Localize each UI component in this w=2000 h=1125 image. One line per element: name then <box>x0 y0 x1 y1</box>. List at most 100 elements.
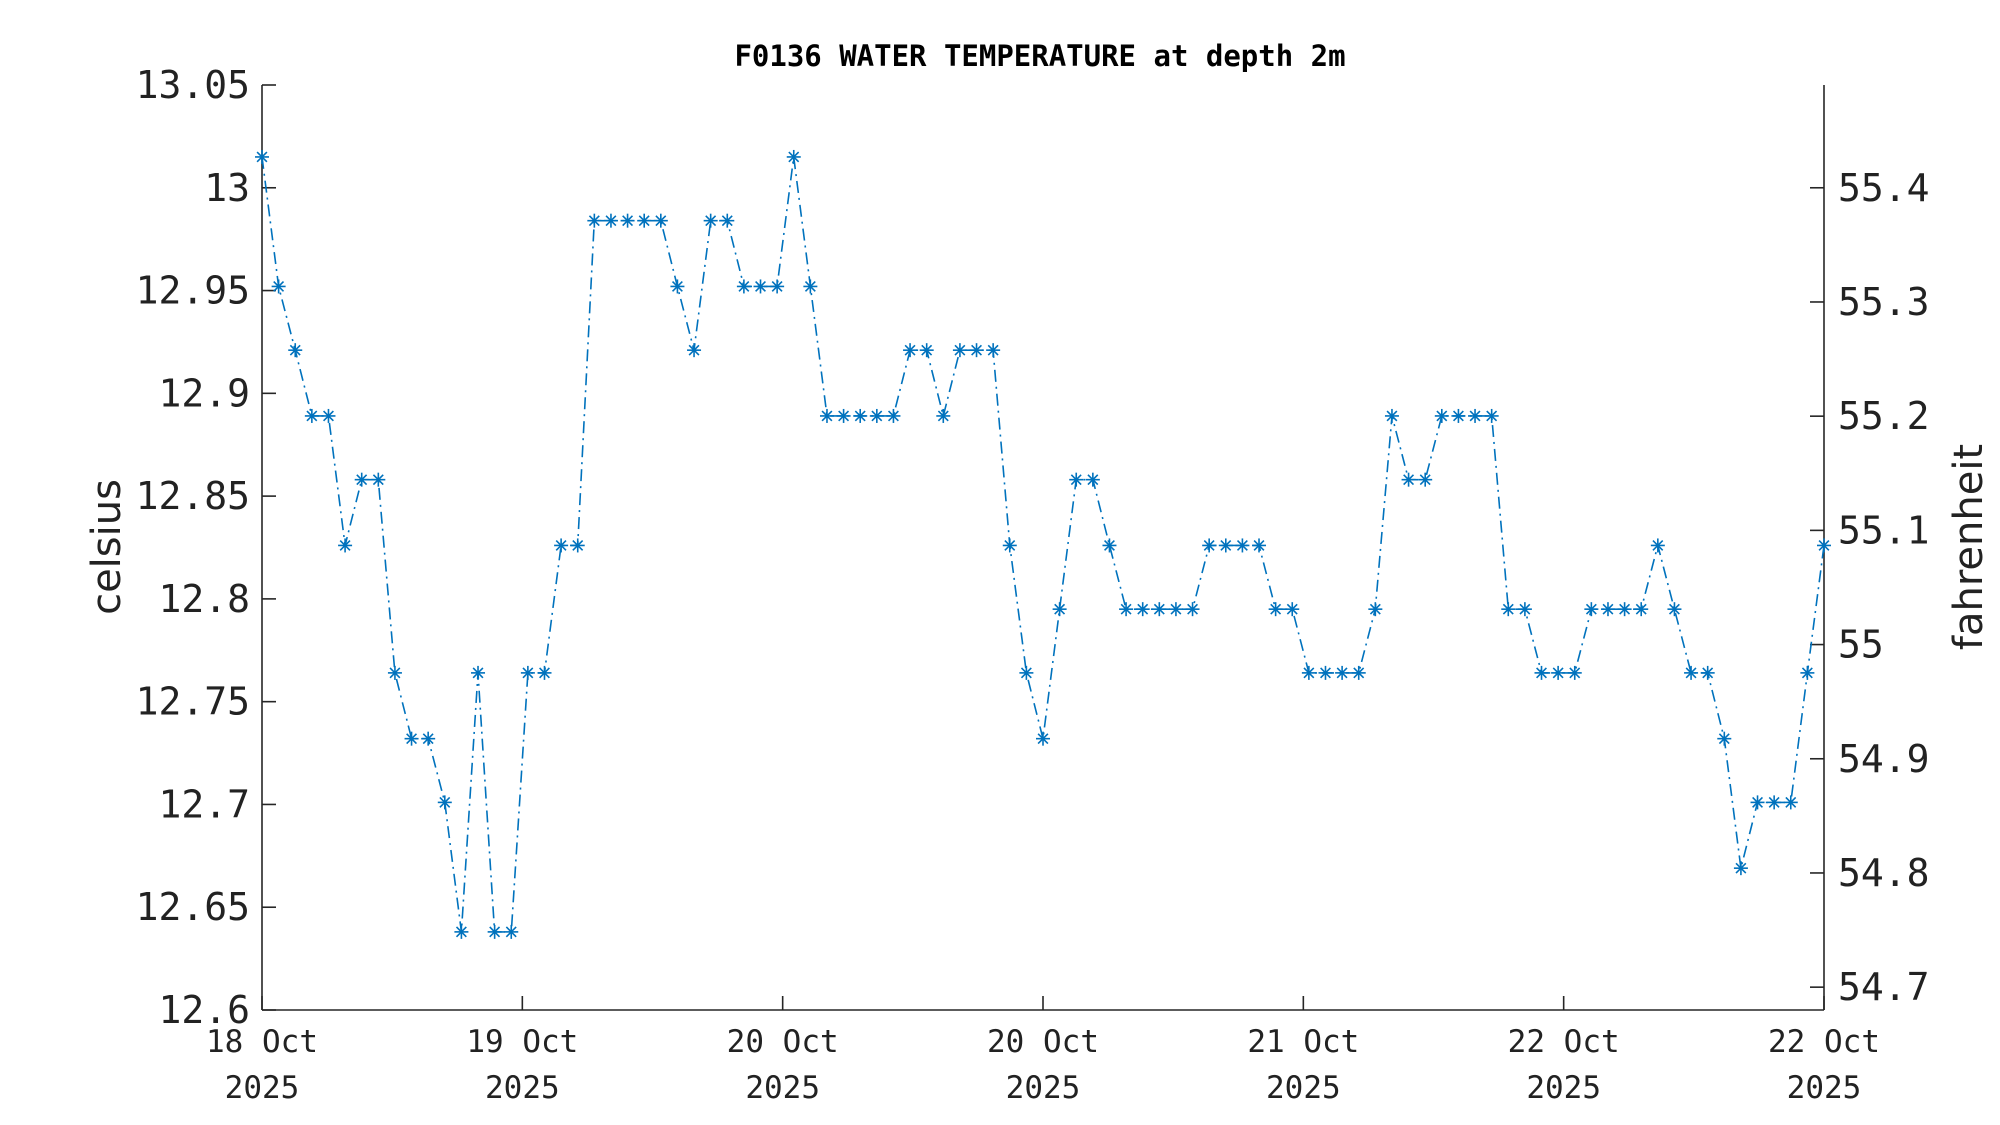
data-point <box>637 213 652 228</box>
y-tick-label: 12.8 <box>158 577 250 621</box>
data-point <box>869 408 884 423</box>
x-tick-year-label: 2025 <box>1266 1070 1341 1106</box>
y2-tick-label: 55.1 <box>1838 508 1930 552</box>
data-point <box>504 924 519 939</box>
data-point <box>1484 408 1499 423</box>
y-tick-label: 12.9 <box>158 371 250 415</box>
data-point <box>404 731 419 746</box>
data-point <box>321 408 336 423</box>
data-point <box>1418 472 1433 487</box>
right-y-ticks: 54.7 54.8 54.9 55 55.1 55.2 55.3 55.4 <box>1810 166 1930 1009</box>
data-point <box>537 665 552 680</box>
data-point <box>1767 795 1782 810</box>
data-point <box>1817 538 1831 553</box>
data-point <box>1268 602 1283 617</box>
y-tick-label: 13.05 <box>136 63 250 107</box>
data-point <box>620 213 635 228</box>
data-point <box>1318 665 1333 680</box>
data-point <box>1700 665 1715 680</box>
y-tick-label: 12.6 <box>158 988 250 1032</box>
data-point <box>1351 665 1366 680</box>
left-y-ticks: 12.6 12.65 12.7 12.75 12.8 12.85 12.9 12.95 13 13… <box>136 63 276 1032</box>
y-tick-label: 12.7 <box>158 782 250 826</box>
y2-tick-label: 54.8 <box>1838 851 1930 895</box>
data-point <box>770 279 785 294</box>
x-tick-day-label: 18 Oct <box>206 1024 318 1060</box>
data-point <box>1252 538 1267 553</box>
data-point <box>1584 602 1599 617</box>
data-point <box>1650 538 1665 553</box>
data-point <box>1567 665 1582 680</box>
data-point <box>1501 602 1516 617</box>
y-tick-label: 12.95 <box>136 269 250 313</box>
x-tick-year-label: 2025 <box>1006 1070 1081 1106</box>
data-point <box>371 472 386 487</box>
data-point <box>1534 665 1549 680</box>
data-point <box>271 279 286 294</box>
data-point <box>703 213 718 228</box>
x-tick-day-label: 20 Oct <box>727 1024 839 1060</box>
data-point <box>969 343 984 358</box>
x-tick-year-label: 2025 <box>1787 1070 1862 1106</box>
data-point <box>1152 602 1167 617</box>
data-point <box>554 538 569 553</box>
data-point <box>1617 602 1632 617</box>
data-point <box>1401 472 1416 487</box>
x-tick-day-label: 22 Oct <box>1768 1024 1880 1060</box>
data-point <box>1783 795 1798 810</box>
data-point <box>687 343 702 358</box>
data-point <box>1600 602 1615 617</box>
data-point <box>1551 665 1566 680</box>
y2-tick-label: 55.2 <box>1838 394 1930 438</box>
data-point <box>1800 665 1815 680</box>
data-point <box>1750 795 1765 810</box>
data-point <box>1235 538 1250 553</box>
data-point <box>437 795 452 810</box>
data-point <box>1717 731 1732 746</box>
data-point <box>603 213 618 228</box>
data-point <box>753 279 768 294</box>
plot-area <box>261 85 1825 1011</box>
data-point <box>1434 408 1449 423</box>
data-point <box>570 538 585 553</box>
x-tick-day-label: 19 Oct <box>466 1024 578 1060</box>
y2-tick-label: 55 <box>1838 623 1884 667</box>
data-point <box>819 408 834 423</box>
data-point <box>1036 731 1050 746</box>
data-point <box>736 279 751 294</box>
data-point <box>853 408 868 423</box>
data-point <box>387 665 402 680</box>
y2-tick-label: 55.4 <box>1838 166 1930 210</box>
data-point <box>903 343 918 358</box>
y2-tick-label: 54.7 <box>1838 965 1930 1009</box>
data-point <box>487 924 502 939</box>
y2-tick-label: 55.3 <box>1838 280 1930 324</box>
data-point <box>338 538 353 553</box>
data-point <box>1634 602 1649 617</box>
data-point <box>1185 602 1200 617</box>
x-ticks: 18 Oct 2025 19 Oct 2025 20 Oct 2025 20 Oct 2025… <box>206 996 1880 1106</box>
x-tick-day-label: 20 Oct <box>987 1024 1099 1060</box>
y-tick-label: 13 <box>204 166 250 210</box>
data-point <box>471 665 486 680</box>
data-point <box>1218 538 1233 553</box>
data-point <box>1451 408 1466 423</box>
x-tick-year-label: 2025 <box>745 1070 820 1106</box>
data-point <box>1102 538 1117 553</box>
data-point <box>836 408 851 423</box>
data-point <box>1384 408 1399 423</box>
y2-axis-label: fahrenheit <box>1946 444 1992 650</box>
data-point <box>1468 408 1483 423</box>
y2-tick-label: 54.9 <box>1838 737 1930 781</box>
data-point <box>1301 665 1316 680</box>
data-point <box>1285 602 1300 617</box>
data-point <box>886 408 901 423</box>
data-point <box>936 408 951 423</box>
data-point <box>1684 665 1699 680</box>
series-line <box>261 156 1825 933</box>
data-point <box>1733 861 1748 876</box>
data-point <box>720 213 735 228</box>
y-axis-label: celsius <box>84 479 130 615</box>
data-point <box>1119 602 1134 617</box>
x-tick-year-label: 2025 <box>1526 1070 1601 1106</box>
